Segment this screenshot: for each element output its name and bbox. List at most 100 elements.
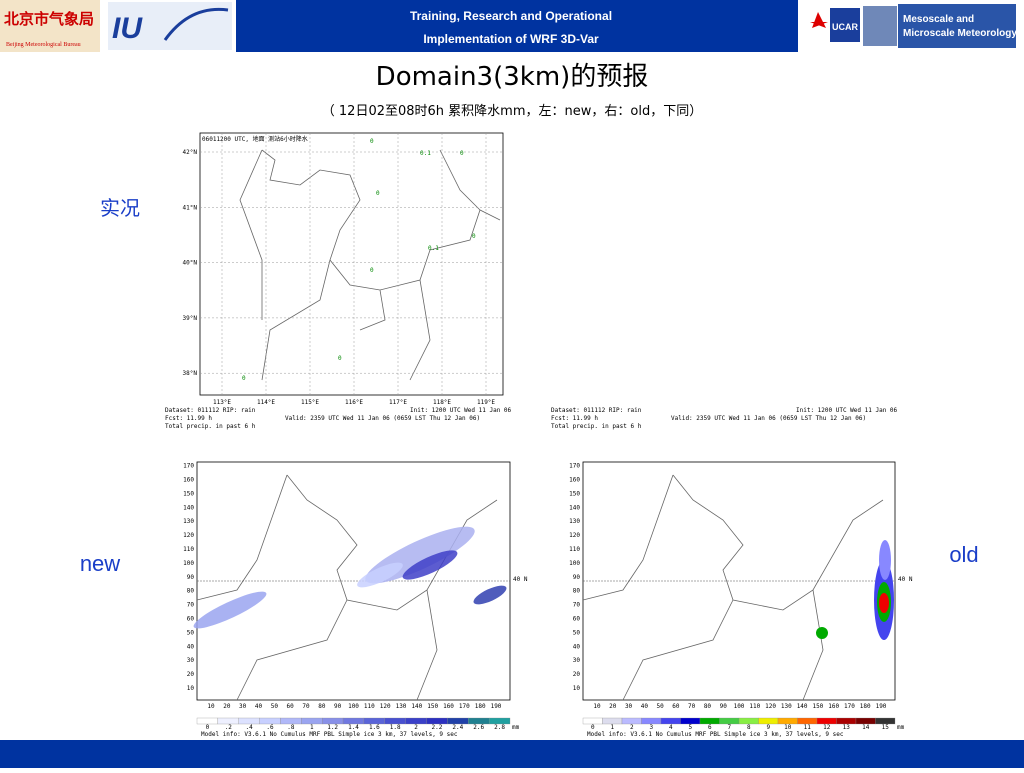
x-label: 10 xyxy=(207,703,215,710)
obs-borders xyxy=(239,149,501,381)
x-label: 100 xyxy=(348,703,359,710)
info-right: Valid: 2359 UTC Wed 11 Jan 06 (0659 LST … xyxy=(671,415,866,422)
obs-map-title: 06011200 UTC, 地面 测站6小时降水 xyxy=(202,135,308,143)
colorbar-label: 2 xyxy=(414,724,418,731)
y-label: 170 xyxy=(183,463,194,470)
x-label: 170 xyxy=(844,703,855,710)
colorbar-label: 13 xyxy=(843,724,851,731)
header-line-2: Implementation of WRF 3D-Var xyxy=(423,32,599,46)
colorbar-label: 1 xyxy=(310,724,314,731)
x-label: 10 xyxy=(593,703,601,710)
y-label: 90 xyxy=(187,574,195,581)
station-value: 0 xyxy=(242,375,246,382)
lat-label: 40°N xyxy=(183,260,198,267)
station-value: 0 xyxy=(472,233,476,240)
x-label: 190 xyxy=(491,703,502,710)
bureau-sub: Beijing Meteorological Bureau xyxy=(6,42,81,48)
obs-map-frame xyxy=(199,132,504,396)
lon-label: 113°E xyxy=(213,399,231,406)
y-label: 90 xyxy=(573,574,581,581)
x-label: 100 xyxy=(734,703,745,710)
info-right: Init: 1200 UTC Wed 11 Jan 06 xyxy=(796,407,898,414)
colorbar-label: 10 xyxy=(784,724,792,731)
y-label: 70 xyxy=(187,602,195,609)
x-label: 70 xyxy=(302,703,310,710)
colorbar-label: .6 xyxy=(266,724,274,731)
x-label: 150 xyxy=(427,703,438,710)
x-label: 30 xyxy=(625,703,633,710)
info-left: Total precip. in past 6 h xyxy=(165,423,256,430)
label-old: old xyxy=(949,542,978,567)
x-label: 140 xyxy=(411,703,422,710)
x-label: 40 xyxy=(255,703,263,710)
y-label: 110 xyxy=(183,546,194,553)
lat-label: 39°N xyxy=(183,315,198,322)
y-label: 100 xyxy=(183,560,194,567)
info-left: Total precip. in past 6 h xyxy=(551,423,642,430)
y-label: 30 xyxy=(187,657,195,664)
iuM-mark: IU xyxy=(112,12,143,45)
y-label: 70 xyxy=(573,602,581,609)
colorbar-cell xyxy=(488,717,511,725)
colorbar-label: 14 xyxy=(862,724,870,731)
colorbar-label: 1 xyxy=(610,724,614,731)
model-borders xyxy=(582,474,884,701)
x-label: 120 xyxy=(765,703,776,710)
lon-label: 114°E xyxy=(257,399,275,406)
y-label: 110 xyxy=(569,546,580,553)
y-label: 40 xyxy=(187,643,195,650)
y-label: 120 xyxy=(569,532,580,539)
y-label: 10 xyxy=(573,685,581,692)
station-value: 0 xyxy=(370,138,374,145)
colorbar-label: 1.2 xyxy=(327,724,338,731)
x-label: 160 xyxy=(828,703,839,710)
y-label: 80 xyxy=(573,588,581,595)
ucar-box xyxy=(830,8,860,42)
lon-label: 119°E xyxy=(477,399,495,406)
mmm-icon xyxy=(863,6,897,46)
colorbar-label: 0 xyxy=(591,724,595,731)
info-right: Valid: 2359 UTC Wed 11 Jan 06 (0659 LST … xyxy=(285,415,480,422)
y-label: 170 xyxy=(569,463,580,470)
colorbar-label: 11 xyxy=(804,724,812,731)
info-right: Init: 1200 UTC Wed 11 Jan 06 xyxy=(410,407,512,414)
colorbar-label: 4 xyxy=(669,724,673,731)
colorbar-label: 12 xyxy=(823,724,831,731)
x-label: 140 xyxy=(797,703,808,710)
model-info: Model info: V3.6.1 No Cumulus MRF PBL Si… xyxy=(201,731,458,738)
x-label: 20 xyxy=(609,703,617,710)
ucar: UCAR xyxy=(832,22,858,32)
y-label: 20 xyxy=(187,671,195,678)
info-left: Fcst: 11.99 h xyxy=(551,415,598,422)
colorbar-label: 0 xyxy=(206,724,210,731)
x-label: 30 xyxy=(239,703,247,710)
logo-swoosh xyxy=(163,7,229,41)
x-label: 150 xyxy=(812,703,823,710)
x-label: 110 xyxy=(364,703,375,710)
x-label: 70 xyxy=(688,703,696,710)
x-label: 60 xyxy=(672,703,680,710)
colorbar-label: .8 xyxy=(287,724,295,731)
colorbar-label: .4 xyxy=(246,724,254,731)
mmm-line-1: Mesoscale and xyxy=(903,14,974,25)
label-observed: 实况 xyxy=(100,196,140,220)
y-label: 40 xyxy=(573,643,581,650)
x-label: 160 xyxy=(443,703,454,710)
x-label: 130 xyxy=(781,703,792,710)
colorbar-cell xyxy=(875,717,896,725)
lon-label: 117°E xyxy=(389,399,407,406)
lat-line-label: 40 N xyxy=(513,576,528,583)
x-label: 110 xyxy=(749,703,760,710)
title: Domain3(3km)的预报 xyxy=(376,62,649,92)
mmm-line-2: Microscale Meteorology xyxy=(903,28,1017,39)
y-label: 150 xyxy=(569,490,580,497)
station-value: 0 xyxy=(376,190,380,197)
lon-label: 116°E xyxy=(345,399,363,406)
x-label: 50 xyxy=(656,703,664,710)
x-label: 170 xyxy=(459,703,470,710)
x-label: 80 xyxy=(318,703,326,710)
y-label: 30 xyxy=(573,657,581,664)
colorbar-label: 1.8 xyxy=(390,724,401,731)
y-label: 130 xyxy=(569,518,580,525)
